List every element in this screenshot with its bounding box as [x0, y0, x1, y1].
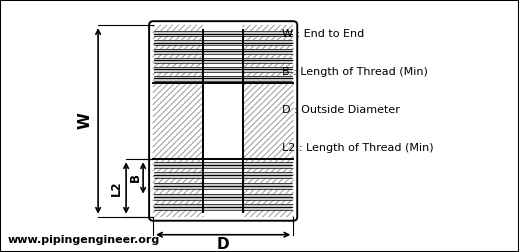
Text: D: D — [217, 237, 229, 252]
Text: www.pipingengineer.org: www.pipingengineer.org — [8, 235, 160, 245]
Bar — [154, 49, 292, 54]
Bar — [154, 58, 292, 63]
Bar — [154, 162, 292, 168]
Bar — [154, 204, 292, 210]
Text: L2 : Length of Thread (Min): L2 : Length of Thread (Min) — [282, 143, 434, 153]
Text: B: B — [129, 173, 142, 182]
Text: W: W — [78, 113, 92, 129]
Bar — [203, 83, 243, 159]
Bar — [154, 40, 292, 45]
Bar — [154, 183, 292, 189]
Bar — [154, 172, 292, 178]
Bar — [154, 76, 292, 81]
Text: B : Length of Thread (Min): B : Length of Thread (Min) — [282, 67, 428, 77]
FancyBboxPatch shape — [149, 21, 297, 221]
Text: L2: L2 — [110, 180, 122, 196]
Bar — [154, 67, 292, 72]
Bar — [154, 194, 292, 200]
Text: W : End to End: W : End to End — [282, 29, 364, 39]
Bar — [154, 31, 292, 36]
Text: D : Outside Diameter: D : Outside Diameter — [282, 105, 400, 115]
